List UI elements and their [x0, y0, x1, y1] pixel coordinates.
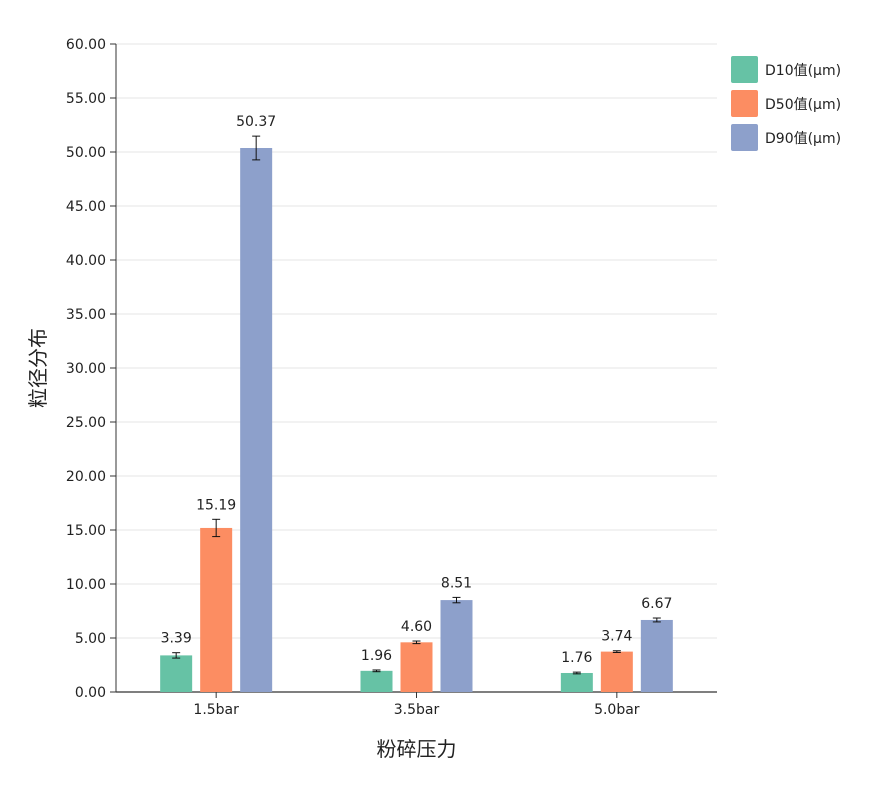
data-label: 8.51 [441, 575, 472, 591]
data-label: 50.37 [236, 114, 276, 130]
legend-swatch [731, 124, 758, 151]
legend-swatch [731, 90, 758, 117]
data-label: 6.67 [641, 596, 672, 612]
y-tick-label: 45.00 [66, 199, 106, 215]
bars [160, 135, 673, 692]
data-label: 4.60 [401, 619, 432, 635]
legend-label: D50值(μm) [765, 97, 841, 113]
bar [640, 619, 673, 692]
y-tick-label: 35.00 [66, 307, 106, 323]
y-tick-label: 15.00 [66, 523, 106, 539]
data-labels: 3.39 15.19 50.37 1.96 4.60 8.51 1.76 3.74 6.67 [161, 114, 673, 666]
x-axis-title: 粉碎压力 [377, 737, 457, 761]
x-tick-label: 5.0bar [594, 702, 640, 718]
bar [600, 651, 633, 692]
bar [160, 655, 193, 692]
legend-label: D90值(μm) [765, 131, 841, 147]
bar [360, 670, 393, 692]
y-axis: 0.00 5.00 10.00 15.00 20.00 25.00 30.00 35.00 40… [66, 37, 117, 701]
legend-label: D10值(μm) [765, 63, 841, 79]
x-tick-label: 3.5bar [394, 702, 440, 718]
x-tick-label: 1.5bar [193, 702, 239, 718]
y-tick-label: 30.00 [66, 361, 106, 377]
y-axis-title: 粒径分布 [26, 328, 50, 408]
y-tick-label: 40.00 [66, 253, 106, 269]
y-tick-label: 20.00 [66, 469, 106, 485]
bar [440, 600, 473, 692]
y-tick-label: 10.00 [66, 577, 106, 593]
bar [240, 148, 273, 692]
bar [200, 527, 233, 692]
y-tick-label: 25.00 [66, 415, 106, 431]
y-tick-label: 60.00 [66, 37, 106, 53]
data-label: 1.76 [561, 650, 592, 666]
bar [400, 642, 433, 692]
y-tick-label: 0.00 [75, 685, 106, 701]
y-tick-label: 5.00 [75, 631, 106, 647]
data-label: 15.19 [196, 497, 236, 513]
y-tick-label: 55.00 [66, 91, 106, 107]
data-label: 3.74 [601, 629, 632, 645]
data-label: 3.39 [161, 631, 192, 647]
data-label: 1.96 [361, 648, 392, 664]
legend: D10值(μm) D50值(μm) D90值(μm) [731, 56, 841, 151]
legend-swatch [731, 56, 758, 83]
y-tick-label: 50.00 [66, 145, 106, 161]
x-axis: 1.5bar 3.5bar 5.0bar [116, 691, 717, 718]
bar [560, 672, 593, 692]
